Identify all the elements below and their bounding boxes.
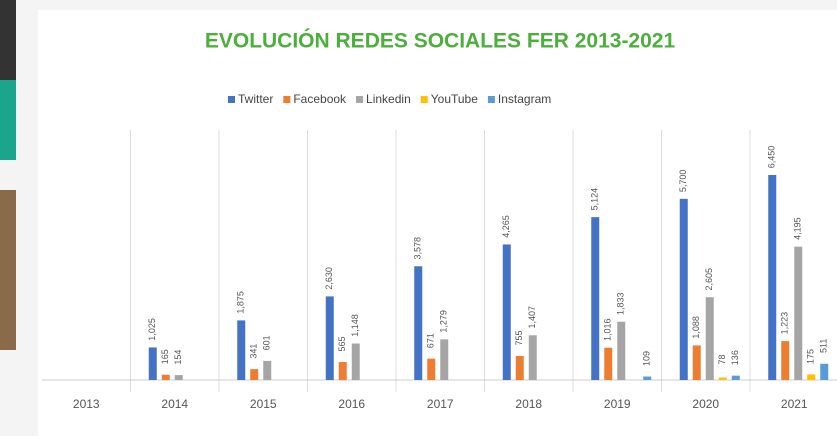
legend-label: Linkedin [366,92,411,106]
bar [161,374,170,380]
bar [679,198,688,380]
bar [325,296,334,380]
value-label: 4,265 [501,215,511,238]
legend-swatch [356,96,364,103]
legend-label: Twitter [238,92,273,106]
x-tick-label: 2016 [338,397,365,411]
bar [263,360,272,380]
value-label: 165 [160,349,170,364]
value-label: 154 [173,350,183,365]
bar [174,375,183,380]
value-label: 755 [514,330,524,345]
side-strip [0,80,16,160]
value-label: 1,025 [147,318,157,341]
bar [820,363,829,380]
legend-swatch [420,96,428,103]
x-tick-label: 2013 [73,397,100,411]
legend-label: YouTube [431,92,478,106]
value-label: 1,833 [616,292,626,315]
legend-swatch [228,96,235,103]
bar [351,343,360,380]
value-label: 78 [717,355,727,365]
bar [250,369,259,380]
bar [591,217,600,380]
bar [237,320,246,380]
value-label: 601 [262,335,272,350]
value-label: 3,578 [413,237,423,260]
bar [528,335,537,380]
value-label: 1,223 [780,312,790,335]
value-label: 565 [337,337,347,352]
bar [604,347,613,380]
chart-title: EVOLUCIÓN REDES SOCIALES FER 2013-2021 [205,29,676,53]
value-label: 5,700 [678,170,688,193]
legend-label: Facebook [293,92,347,106]
value-label: 341 [249,344,259,359]
bar [807,374,816,380]
bar [414,266,423,380]
value-label: 1,279 [439,310,449,333]
bar [718,377,727,380]
legend-label: Instagram [498,92,551,106]
value-label: 175 [806,349,816,364]
bar [643,376,652,380]
bar [427,358,436,380]
value-label: 136 [730,350,740,365]
bar [731,375,740,380]
value-label: 1,875 [236,291,246,314]
x-tick-label: 2014 [161,397,188,411]
bar [705,297,714,380]
bar [148,347,157,380]
bar [768,175,777,380]
bar [794,246,803,380]
value-label: 671 [426,333,436,348]
bar [338,362,347,380]
value-label: 2,605 [704,268,714,291]
value-label: 1,088 [691,316,701,339]
bar [781,341,790,380]
x-tick-label: 2015 [250,397,277,411]
value-label: 4,195 [793,217,803,240]
value-label: 511 [819,339,829,353]
side-strip [0,190,16,350]
x-tick-label: 2018 [515,397,542,411]
legend-swatch [283,96,291,103]
value-label: 5,124 [590,188,600,211]
x-tick-label: 2020 [692,397,719,411]
value-label: 1,407 [527,306,537,329]
value-label: 6,450 [767,146,777,169]
bar [692,345,701,380]
x-tick-label: 2017 [427,397,454,411]
bar [515,356,524,380]
chart-area [38,10,837,436]
value-label: 2,630 [324,267,334,290]
bar [440,339,449,380]
x-tick-label: 2021 [781,397,808,411]
value-label: 109 [642,351,652,366]
value-label: 1,148 [350,314,360,337]
legend-swatch [487,96,495,103]
value-label: 1,016 [603,318,613,341]
bar [502,244,511,380]
x-tick-label: 2019 [604,397,631,411]
bar [617,321,626,380]
